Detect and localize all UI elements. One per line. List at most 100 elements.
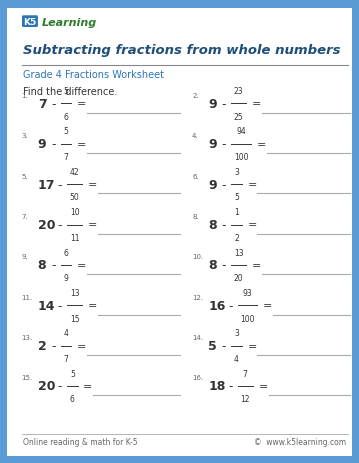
Text: -: -	[51, 98, 56, 111]
Text: =: =	[77, 99, 86, 109]
Text: =: =	[88, 220, 97, 230]
Text: 42: 42	[70, 168, 79, 176]
Text: 5: 5	[234, 193, 239, 202]
Text: 3.: 3.	[22, 133, 28, 139]
Text: 10: 10	[70, 208, 79, 217]
Text: 9: 9	[38, 138, 46, 151]
Text: 9: 9	[208, 138, 217, 151]
Text: 6: 6	[64, 248, 68, 257]
Text: -: -	[51, 138, 56, 151]
Text: 4: 4	[234, 354, 239, 363]
Text: 12.: 12.	[192, 294, 203, 300]
Text: 50: 50	[70, 193, 80, 202]
Text: -: -	[228, 299, 233, 312]
Text: 11.: 11.	[22, 294, 33, 300]
Text: 11: 11	[70, 233, 79, 242]
Text: -: -	[222, 339, 227, 352]
Text: -: -	[51, 339, 56, 352]
Text: -: -	[222, 138, 227, 151]
Text: =: =	[247, 220, 257, 230]
Text: 5.: 5.	[22, 173, 28, 179]
Text: -: -	[58, 380, 62, 393]
Text: =: =	[252, 260, 261, 270]
Text: 16: 16	[208, 299, 225, 312]
Text: -: -	[228, 380, 233, 393]
Text: 5: 5	[64, 87, 68, 96]
Text: 15.: 15.	[22, 375, 33, 381]
Text: =: =	[88, 180, 97, 190]
Text: 20: 20	[38, 219, 55, 232]
Text: 15: 15	[70, 314, 79, 323]
Text: 16.: 16.	[192, 375, 203, 381]
Text: 10.: 10.	[192, 254, 203, 260]
Text: 9: 9	[208, 98, 217, 111]
Text: 20: 20	[38, 380, 55, 393]
Text: 100: 100	[234, 153, 248, 162]
Text: 2: 2	[38, 339, 46, 352]
Text: Online reading & math for K-5: Online reading & math for K-5	[23, 438, 138, 446]
Text: -: -	[222, 178, 227, 191]
Text: 100: 100	[240, 314, 255, 323]
Text: 8: 8	[208, 219, 217, 232]
Text: =: =	[247, 341, 257, 351]
Text: 93: 93	[243, 288, 252, 297]
Text: 3: 3	[234, 168, 239, 176]
Text: -: -	[222, 219, 227, 232]
Text: Learning: Learning	[41, 18, 97, 28]
Text: 1.: 1.	[22, 93, 28, 99]
Text: 8: 8	[38, 259, 46, 272]
Text: 9.: 9.	[22, 254, 28, 260]
Text: 3: 3	[234, 329, 239, 338]
Text: -: -	[58, 219, 62, 232]
Text: -: -	[222, 259, 227, 272]
Text: K5: K5	[23, 18, 37, 26]
Text: Subtracting fractions from whole numbers: Subtracting fractions from whole numbers	[23, 44, 341, 57]
Text: -: -	[58, 299, 62, 312]
Text: -: -	[51, 259, 56, 272]
Text: -: -	[222, 98, 227, 111]
Text: 5: 5	[70, 369, 75, 378]
Text: =: =	[88, 300, 97, 311]
Text: 13: 13	[70, 288, 79, 297]
Text: Find the difference.: Find the difference.	[23, 87, 118, 97]
Text: 14: 14	[38, 299, 55, 312]
Text: =: =	[247, 180, 257, 190]
Text: 2: 2	[234, 233, 239, 242]
Text: =: =	[258, 381, 268, 391]
Text: 5: 5	[208, 339, 217, 352]
FancyBboxPatch shape	[7, 9, 352, 456]
Text: 7: 7	[64, 153, 68, 162]
Text: ©  www.k5learning.com: © www.k5learning.com	[254, 438, 346, 446]
Text: 7: 7	[64, 354, 68, 363]
Text: 18: 18	[208, 380, 225, 393]
Text: 25: 25	[234, 113, 243, 121]
Text: 12: 12	[241, 394, 250, 403]
Text: 8: 8	[208, 259, 217, 272]
Text: =: =	[77, 139, 86, 150]
Text: =: =	[77, 260, 86, 270]
Text: =: =	[263, 300, 272, 311]
Text: 7: 7	[243, 369, 248, 378]
Text: 4.: 4.	[192, 133, 199, 139]
Text: 6.: 6.	[192, 173, 199, 179]
Text: 6: 6	[70, 394, 75, 403]
Text: =: =	[83, 381, 93, 391]
Text: 23: 23	[234, 87, 243, 96]
Text: -: -	[58, 178, 62, 191]
Text: 13.: 13.	[22, 334, 33, 340]
Text: =: =	[77, 341, 86, 351]
Text: 2.: 2.	[192, 93, 199, 99]
Text: 9: 9	[64, 274, 68, 282]
Text: Grade 4 Fractions Worksheet: Grade 4 Fractions Worksheet	[23, 70, 164, 80]
Text: 4: 4	[64, 329, 68, 338]
Text: 7.: 7.	[22, 213, 28, 219]
Text: 6: 6	[64, 113, 68, 121]
Text: 9: 9	[208, 178, 217, 191]
Text: 13: 13	[234, 248, 243, 257]
Text: =: =	[252, 99, 261, 109]
Text: 94: 94	[236, 127, 246, 136]
Text: 7: 7	[38, 98, 46, 111]
Text: 5: 5	[64, 127, 68, 136]
Text: 8.: 8.	[192, 213, 199, 219]
Text: 20: 20	[234, 274, 243, 282]
